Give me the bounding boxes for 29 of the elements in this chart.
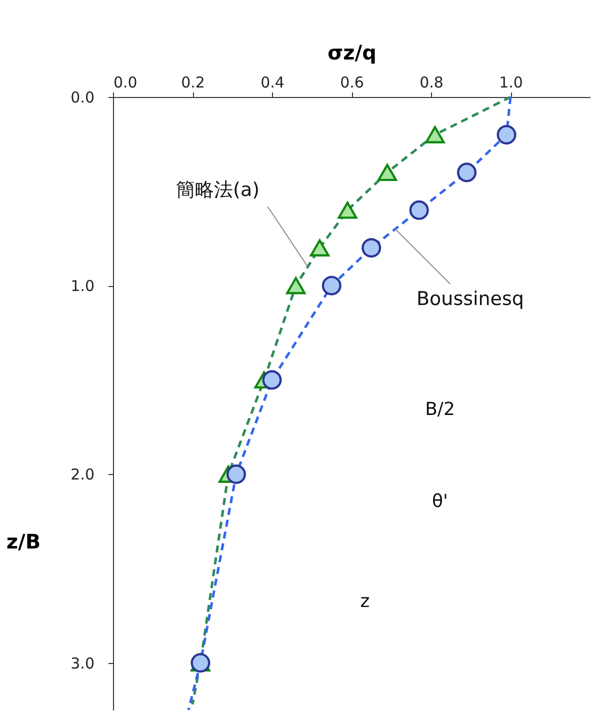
point	[262, 370, 282, 390]
x-tick-label: 0.2	[181, 74, 205, 92]
x-tick-label: 0.8	[420, 74, 444, 92]
y-tick-label: 0.0	[70, 88, 94, 106]
point	[425, 126, 445, 144]
y-axis-title: z/B	[6, 530, 41, 554]
point	[286, 277, 306, 294]
annotation: z	[360, 591, 370, 612]
point	[338, 202, 358, 219]
point	[226, 464, 246, 484]
point	[409, 200, 429, 220]
annotation: B/2	[425, 399, 455, 420]
y-tick-label: 1.0	[70, 277, 94, 296]
y-tick-label: 3.0	[70, 654, 94, 672]
x-axis-title: σz/q	[328, 40, 376, 64]
x-tick-label: 0.0	[114, 74, 138, 92]
x-tick-label: 0.4	[260, 74, 284, 92]
x-tick-label: 0.6	[340, 74, 364, 92]
point	[457, 162, 477, 182]
y-tick-label: 2.0	[70, 466, 94, 484]
point	[378, 164, 398, 182]
annotation: θ'	[432, 491, 448, 512]
annotation: Boussinesq	[416, 288, 524, 310]
point	[496, 124, 516, 144]
point	[322, 276, 342, 296]
annotation: 簡略法(a)	[176, 178, 260, 201]
point	[310, 239, 330, 256]
point	[362, 238, 382, 258]
x-tick-label: 1.0	[499, 74, 523, 92]
